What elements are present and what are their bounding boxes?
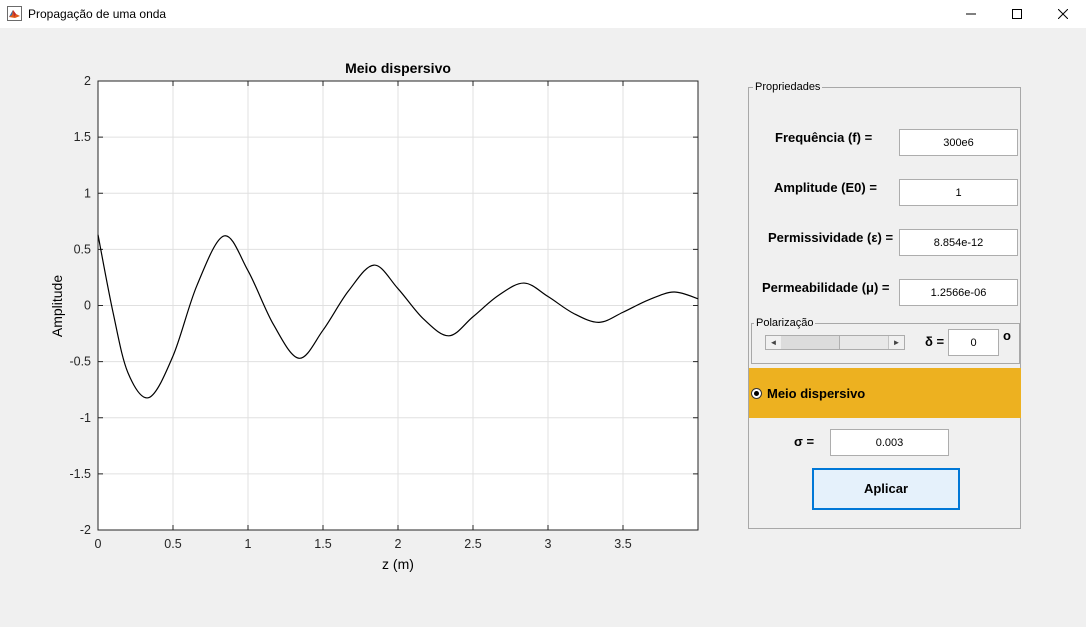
wave-series-line — [97, 234, 699, 399]
polarization-slider[interactable]: ◄ ► — [765, 335, 905, 350]
frequency-label: Frequência (f) = — [775, 130, 873, 145]
y-tick-label: 1.5 — [74, 130, 91, 144]
minimize-button[interactable] — [948, 0, 994, 28]
properties-panel — [748, 87, 1021, 529]
arrow-right-icon[interactable]: ► — [888, 336, 904, 349]
slider-thumb[interactable] — [839, 336, 889, 349]
maximize-button[interactable] — [994, 0, 1040, 28]
wave-plot[interactable]: 0 0.5 1 1.5 2 2.5 3 3.5 2 1.5 1 0.5 0 -0.5 -1 -1.5 -2 — [0, 0, 720, 600]
x-tick-label: 1.5 — [314, 537, 331, 551]
y-tick-label: 0 — [84, 299, 91, 313]
permeability-label: Permeabilidade (μ) = — [762, 280, 890, 295]
x-tick-label: 2 — [395, 537, 402, 551]
y-tick-label: -1 — [80, 411, 91, 425]
amplitude-label: Amplitude (E0) = — [774, 180, 877, 195]
x-tick-label: 0.5 — [164, 537, 181, 551]
title-bar: Propagação de uma onda — [0, 0, 1086, 28]
y-tick-label: -2 — [80, 523, 91, 537]
plot-title: Meio dispersivo — [345, 60, 451, 76]
x-tick-label: 0 — [95, 537, 102, 551]
permittivity-input[interactable] — [899, 229, 1018, 256]
y-tick-label: -1.5 — [69, 467, 91, 481]
y-tick-label: 0.5 — [74, 242, 91, 256]
x-tick-label: 3 — [545, 537, 552, 551]
y-tick-label: -0.5 — [69, 355, 91, 369]
window-title: Propagação de uma onda — [28, 7, 167, 21]
x-tick-label: 1 — [245, 537, 252, 551]
minimize-icon — [966, 13, 976, 15]
x-tick-label: 3.5 — [614, 537, 631, 551]
grid-lines — [97, 80, 698, 531]
y-tick-label: 1 — [84, 186, 91, 200]
degree-symbol: o — [1003, 328, 1011, 343]
sigma-label: σ = — [794, 434, 815, 449]
matlab-logo-icon — [7, 6, 22, 21]
polarization-panel — [751, 323, 1020, 364]
polarization-title: Polarização — [754, 317, 816, 329]
x-axis-label: z (m) — [382, 556, 414, 572]
amplitude-input[interactable] — [899, 179, 1018, 206]
permeability-input[interactable] — [899, 279, 1018, 306]
delta-label: δ = — [925, 334, 945, 349]
y-tick-label: 2 — [84, 74, 91, 88]
close-button[interactable] — [1040, 0, 1086, 28]
close-icon — [1058, 9, 1068, 19]
sigma-input[interactable] — [830, 429, 949, 456]
apply-button[interactable]: Aplicar — [812, 468, 960, 510]
y-axis-label: Amplitude — [49, 274, 65, 338]
axis-ticks: 0 0.5 1 1.5 2 2.5 3 3.5 2 1.5 1 0.5 0 -0.5 -1 -1.5 -2 — [69, 74, 698, 551]
arrow-left-icon[interactable]: ◄ — [766, 336, 782, 349]
x-tick-label: 2.5 — [464, 537, 481, 551]
dispersive-medium-label[interactable]: Meio dispersivo — [767, 386, 866, 401]
radio-selected-dot — [754, 391, 759, 396]
dispersive-medium-band — [749, 368, 1021, 418]
frequency-input[interactable] — [899, 129, 1018, 156]
maximize-icon — [1012, 9, 1022, 19]
dispersive-medium-radio[interactable] — [751, 388, 762, 399]
properties-panel-title: Propriedades — [753, 81, 823, 93]
delta-input[interactable] — [948, 329, 999, 356]
permittivity-label: Permissividade (ε) = — [768, 230, 894, 245]
